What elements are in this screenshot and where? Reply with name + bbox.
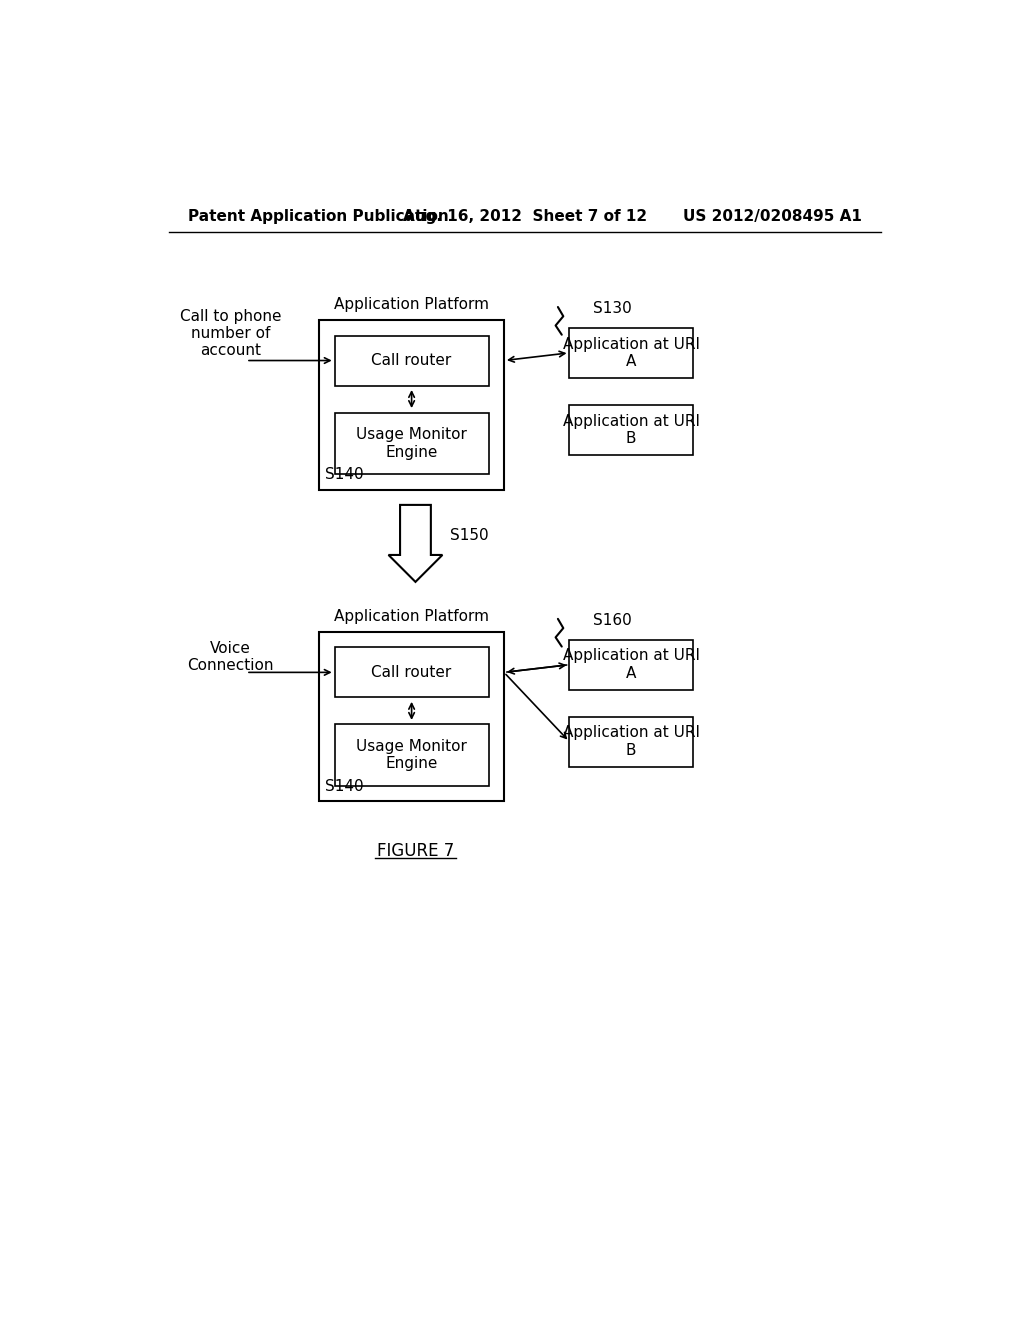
FancyBboxPatch shape — [335, 647, 488, 697]
Text: US 2012/0208495 A1: US 2012/0208495 A1 — [683, 209, 862, 223]
Text: Voice
Connection: Voice Connection — [187, 640, 273, 673]
Text: FIGURE 7: FIGURE 7 — [377, 842, 454, 861]
Text: Application at URI
B: Application at URI B — [562, 726, 699, 758]
Text: S140: S140 — [326, 779, 364, 793]
FancyBboxPatch shape — [569, 717, 692, 767]
FancyBboxPatch shape — [319, 632, 504, 801]
Text: Call router: Call router — [372, 352, 452, 368]
Polygon shape — [388, 506, 442, 582]
FancyBboxPatch shape — [569, 327, 692, 378]
Text: Usage Monitor
Engine: Usage Monitor Engine — [356, 739, 467, 771]
FancyBboxPatch shape — [335, 725, 488, 785]
Text: Application Platform: Application Platform — [334, 609, 489, 624]
Text: S130: S130 — [593, 301, 632, 315]
Text: Application at URI
B: Application at URI B — [562, 413, 699, 446]
Text: Call to phone
number of
account: Call to phone number of account — [180, 309, 282, 359]
Text: Usage Monitor
Engine: Usage Monitor Engine — [356, 428, 467, 459]
Text: Application at URI
A: Application at URI A — [562, 337, 699, 370]
Text: Aug. 16, 2012  Sheet 7 of 12: Aug. 16, 2012 Sheet 7 of 12 — [402, 209, 647, 223]
FancyBboxPatch shape — [335, 412, 488, 474]
Text: Call router: Call router — [372, 665, 452, 680]
Text: S140: S140 — [326, 467, 364, 482]
Text: S160: S160 — [593, 612, 632, 628]
Text: Patent Application Publication: Patent Application Publication — [188, 209, 450, 223]
Text: Application Platform: Application Platform — [334, 297, 489, 313]
FancyBboxPatch shape — [569, 640, 692, 689]
FancyBboxPatch shape — [569, 405, 692, 455]
FancyBboxPatch shape — [319, 321, 504, 490]
Text: S150: S150 — [451, 528, 488, 544]
Text: Application at URI
A: Application at URI A — [562, 648, 699, 681]
FancyBboxPatch shape — [335, 335, 488, 385]
